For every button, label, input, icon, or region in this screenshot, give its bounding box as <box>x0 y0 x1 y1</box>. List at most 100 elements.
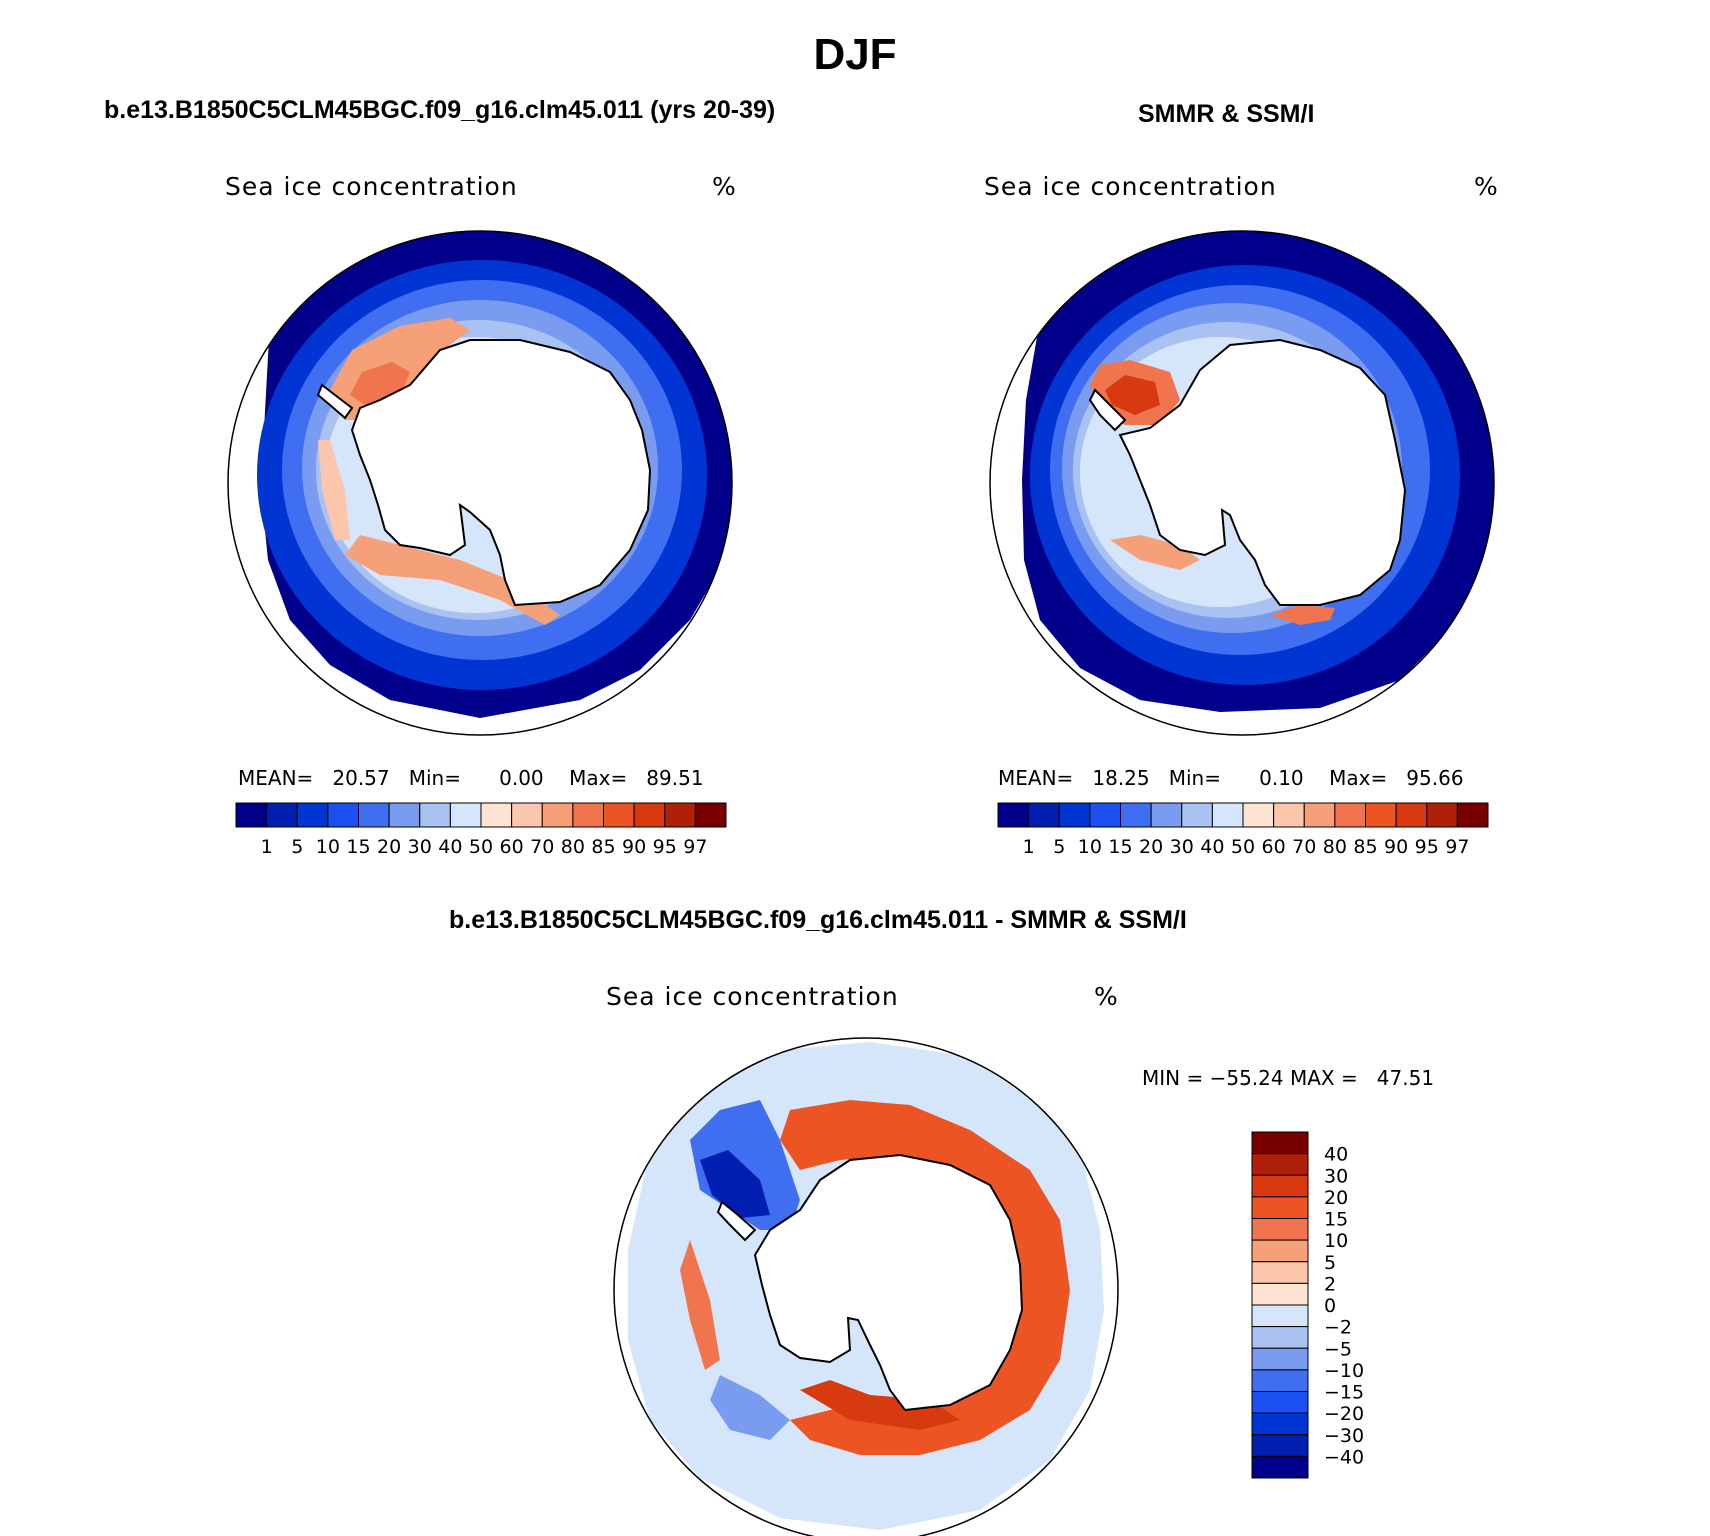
model-max-label: Max= <box>569 766 628 790</box>
model-colorbar-swatch <box>541 802 574 828</box>
diff-antarctica <box>753 1153 1024 1412</box>
model-variable-label: Sea ice concentration <box>225 172 518 201</box>
obs-colorbar-tick-label: 70 <box>1292 836 1316 858</box>
model-colorbar-swatch <box>358 802 390 828</box>
model-colorbar-swatch <box>296 802 329 828</box>
obs-colorbar-tick-label: 5 <box>1053 836 1065 858</box>
diff-colorbar-tick-label: −10 <box>1324 1360 1364 1382</box>
model-colorbar-tick-label: 85 <box>591 836 615 858</box>
obs-mean-label: MEAN= <box>998 766 1074 790</box>
model-min-label: Min= <box>408 766 461 790</box>
obs-colorbar-swatch <box>1211 802 1244 828</box>
obs-colorbar-swatch <box>1089 802 1121 828</box>
diff-peninsula <box>716 1200 757 1242</box>
obs-colorbar-tick-label: 95 <box>1415 836 1439 858</box>
model-map <box>227 230 733 736</box>
model-colorbar-swatch <box>633 802 666 828</box>
obs-colorbar-swatch <box>1365 802 1397 828</box>
obs-max-value: 95.66 <box>1406 766 1464 790</box>
obs-mean-value: 18.25 <box>1092 766 1150 790</box>
diff-colorbar-tick-label: 10 <box>1324 1230 1348 1252</box>
obs-colorbar-tick-label: 97 <box>1445 836 1469 858</box>
model-ross-high <box>345 535 560 625</box>
diff-colorbar-tick-label: 40 <box>1324 1144 1348 1166</box>
obs-ross-high <box>1110 535 1200 570</box>
diff-ross-positive <box>800 1380 960 1430</box>
diff-colorbar-swatch <box>1251 1218 1309 1241</box>
obs-colorbar-swatch <box>1150 802 1183 828</box>
diff-colorbar-swatch <box>1251 1153 1309 1176</box>
obs-colorbar-tick-label: 20 <box>1139 836 1163 858</box>
obs-colorbar-swatch <box>1120 802 1152 828</box>
diff-colorbar-tick-label: 0 <box>1324 1295 1336 1317</box>
diff-map-boundary <box>613 1037 1119 1536</box>
diff-colorbar-tick-label: −15 <box>1324 1382 1364 1404</box>
model-colorbar-tick-label: 70 <box>530 836 554 858</box>
diff-colorbar-tick-label: −20 <box>1324 1403 1364 1425</box>
obs-min-value: 0.10 <box>1259 766 1304 790</box>
model-colorbar-tick-label: 5 <box>291 836 303 858</box>
diff-colorbar-tick-label: 20 <box>1324 1187 1348 1209</box>
model-colorbar-tick-label: 30 <box>408 836 432 858</box>
obs-variable-label: Sea ice concentration <box>984 172 1277 201</box>
diff-colorbar-swatch <box>1251 1347 1309 1371</box>
diff-colorbar-swatch <box>1251 1239 1309 1263</box>
obs-max-label: Max= <box>1329 766 1388 790</box>
model-colorbar-tick-label: 80 <box>561 836 585 858</box>
obs-colorbar-tick-label: 85 <box>1353 836 1377 858</box>
diff-colorbar-swatch <box>1251 1326 1309 1349</box>
diff-variable-label: Sea ice concentration <box>606 982 899 1011</box>
diff-colorbar-swatch <box>1251 1174 1309 1198</box>
model-colorbar-swatch <box>694 802 727 828</box>
obs-colorbar-tick-label: 40 <box>1200 836 1224 858</box>
obs-colorbar-swatch <box>1181 802 1213 828</box>
obs-colorbar-swatch <box>1058 802 1091 828</box>
diff-amundsen-positive <box>680 1240 720 1370</box>
obs-peninsula <box>1088 388 1127 432</box>
model-min-value: 0.00 <box>499 766 544 790</box>
diff-map <box>613 1037 1119 1536</box>
model-colorbar-tick-label: 60 <box>500 836 524 858</box>
diff-ross-negative <box>710 1375 790 1440</box>
model-map-boundary <box>227 230 733 736</box>
diff-weddell-negative-core <box>700 1150 770 1218</box>
model-colorbar-swatch <box>664 802 696 828</box>
obs-colorbar-swatch <box>1395 802 1428 828</box>
obs-min-label: Min= <box>1168 766 1221 790</box>
diff-colorbar-tick-label: −40 <box>1324 1446 1364 1468</box>
obs-colorbar-swatch <box>1273 802 1305 828</box>
model-colorbar-swatch <box>480 802 513 828</box>
diff-colorbar-tick-label: −30 <box>1324 1425 1364 1447</box>
model-colorbar-swatch <box>572 802 604 828</box>
obs-colorbar-swatch <box>1456 802 1489 828</box>
model-colorbar-tick-label: 10 <box>316 836 340 858</box>
diff-units-label: % <box>1094 982 1119 1011</box>
obs-colorbar-tick-label: 1 <box>1023 836 1035 858</box>
model-mean-value: 20.57 <box>332 766 390 790</box>
obs-weddell-core <box>1105 375 1160 415</box>
model-colorbar-swatch <box>235 802 268 828</box>
diff-colorbar-swatch <box>1251 1412 1309 1436</box>
diff-colorbar-swatch <box>1251 1282 1309 1306</box>
diff-colorbar-swatch <box>1251 1196 1309 1219</box>
model-colorbar-swatch <box>419 802 451 828</box>
diff-colorbar-tick-label: 2 <box>1324 1273 1336 1295</box>
model-colorbar-tick-label: 20 <box>377 836 401 858</box>
obs-antarctica <box>1118 338 1407 606</box>
model-colorbar-tick-label: 95 <box>653 836 677 858</box>
model-colorbar-tick-label: 15 <box>346 836 370 858</box>
model-panel-title: b.e13.B1850C5CLM45BGC.f09_g16.clm45.011 … <box>104 96 776 124</box>
model-amundsen-high <box>318 440 350 540</box>
obs-colorbar-swatch <box>1242 802 1275 828</box>
model-colorbar-swatch <box>449 802 482 828</box>
model-units-label: % <box>712 172 737 201</box>
model-stats: MEAN= 20.57 Min= 0.00 Max= 89.51 <box>238 766 704 790</box>
model-peninsula <box>316 383 354 420</box>
model-colorbar-tick-label: 97 <box>683 836 707 858</box>
model-colorbar-tick-label: 40 <box>438 836 462 858</box>
diff-colorbar-swatch <box>1251 1131 1309 1155</box>
obs-stats: MEAN= 18.25 Min= 0.10 Max= 95.66 <box>998 766 1464 790</box>
model-colorbar-tick-label: 1 <box>261 836 273 858</box>
obs-colorbar-tick-label: 90 <box>1384 836 1408 858</box>
diff-colorbar-tick-label: 15 <box>1324 1209 1348 1231</box>
